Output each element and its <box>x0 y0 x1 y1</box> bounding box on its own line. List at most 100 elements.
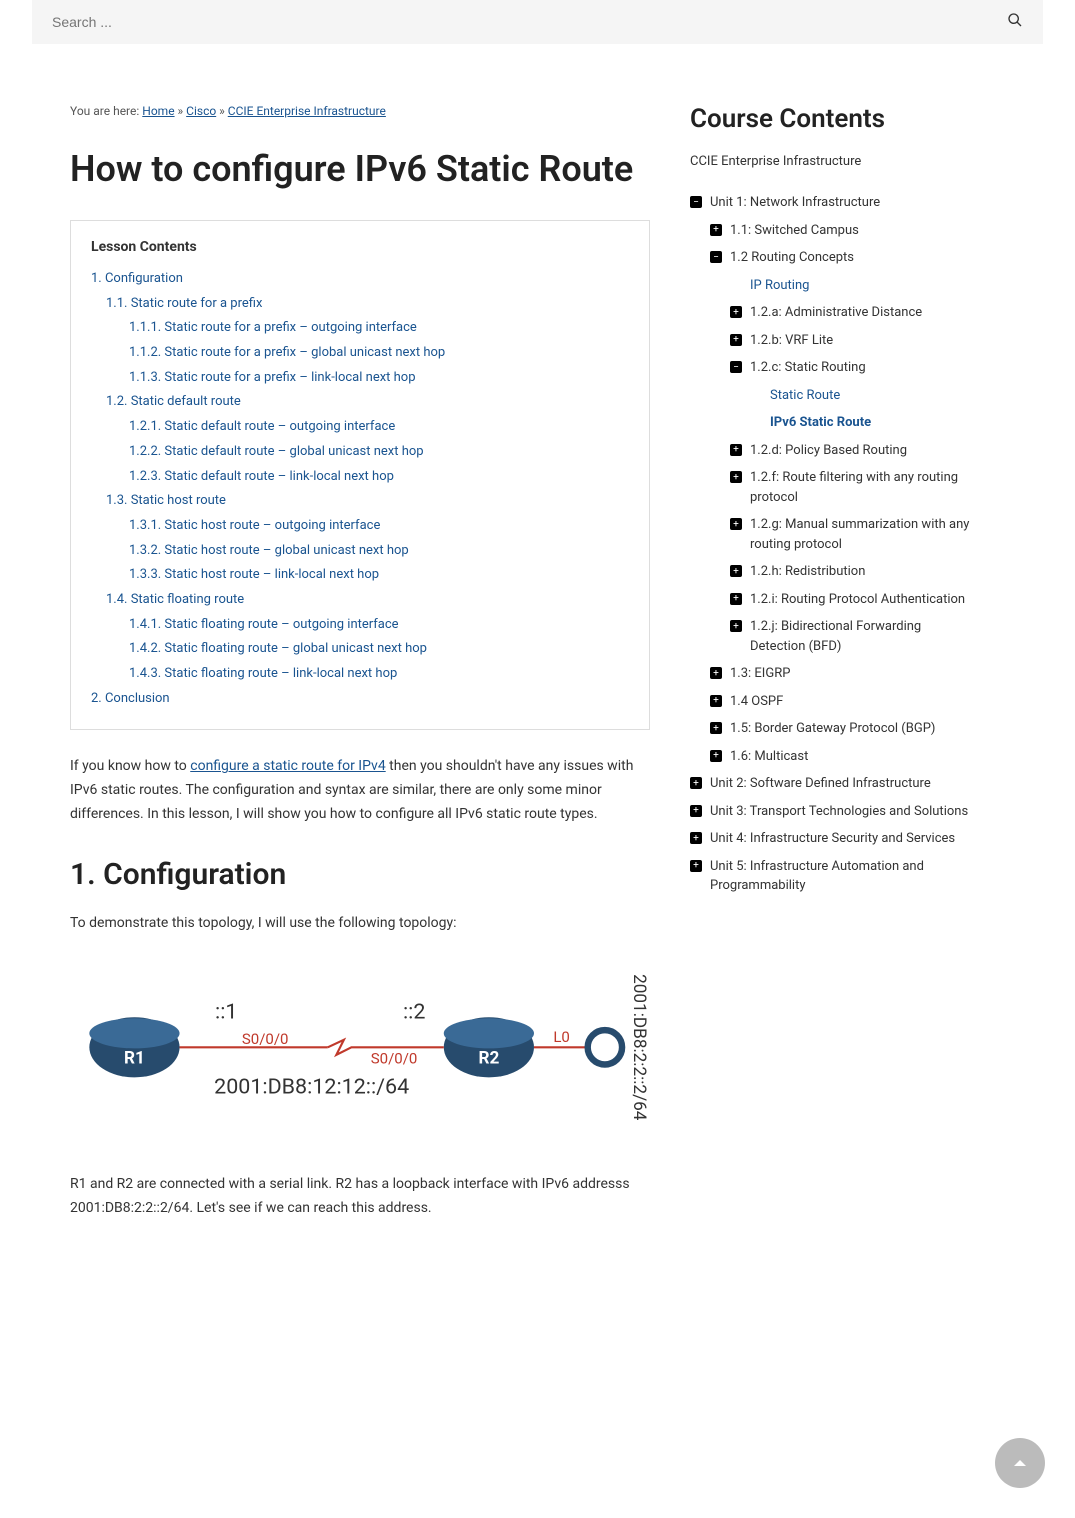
expand-icon[interactable]: + <box>710 224 722 236</box>
tree-label: 1.5: Border Gateway Protocol (BGP) <box>730 719 970 739</box>
toc-link[interactable]: 1.1.2. Static route for a prefix – globa… <box>91 341 629 366</box>
svg-text:::2: ::2 <box>403 999 425 1024</box>
tree-item[interactable]: +1.2.i: Routing Protocol Authentication <box>730 586 970 614</box>
tree-item[interactable]: −1.2.c: Static Routing <box>730 354 970 382</box>
toc-link[interactable]: 1.2.2. Static default route – global uni… <box>91 440 629 465</box>
svg-text:S0/0/0: S0/0/0 <box>371 1049 418 1067</box>
toc-link[interactable]: 1. Configuration <box>91 267 629 292</box>
search-input[interactable] <box>52 14 1007 30</box>
tree-item[interactable]: + Unit 4: Infrastructure Security and Ser… <box>690 825 970 853</box>
tree-label: Unit 4: Infrastructure Security and Serv… <box>710 829 970 849</box>
svg-text:::1: ::1 <box>215 999 237 1024</box>
course-title: Course Contents <box>690 104 970 134</box>
toc-link[interactable]: 1.1.1. Static route for a prefix – outgo… <box>91 316 629 341</box>
scroll-to-top-button[interactable] <box>995 1438 1045 1488</box>
topology-diagram: R1 R2 ::1 ::2 S0/0/0 S0/0/0 L0 2001:DB8:… <box>70 956 650 1153</box>
toc-link[interactable]: 1.3. Static host route <box>91 489 629 514</box>
expand-icon[interactable]: + <box>710 667 722 679</box>
tree-item[interactable]: −Unit 1: Network Infrastructure <box>690 189 970 217</box>
collapse-icon[interactable]: − <box>730 361 742 373</box>
toc-title: Lesson Contents <box>91 239 629 255</box>
collapse-icon[interactable]: − <box>690 196 702 208</box>
tree-item[interactable]: +1.2.g: Manual summarization with any ro… <box>730 511 970 558</box>
breadcrumb: You are here: Home » Cisco » CCIE Enterp… <box>70 104 650 118</box>
toc-link[interactable]: 1.2.3. Static default route – link-local… <box>91 465 629 490</box>
toc-link[interactable]: 1.1.3. Static route for a prefix – link-… <box>91 366 629 391</box>
tree-item[interactable]: +1.4 OSPF <box>710 688 970 716</box>
tree-item[interactable]: IPv6 Static Route <box>750 409 970 437</box>
toc-link[interactable]: 1.4.3. Static floating route – link-loca… <box>91 662 629 687</box>
tree-item[interactable]: +1.2.h: Redistribution <box>730 558 970 586</box>
expand-icon[interactable]: + <box>690 832 702 844</box>
tree-label: 1.2.f: Route filtering with any routing … <box>750 468 970 507</box>
tree-item[interactable]: +1.1: Switched Campus <box>710 217 970 245</box>
expand-icon[interactable]: + <box>730 334 742 346</box>
toc-link[interactable]: 1.4.2. Static floating route – global un… <box>91 637 629 662</box>
expand-icon[interactable]: + <box>730 620 742 632</box>
tree-item[interactable]: −1.2 Routing Concepts <box>710 244 970 272</box>
breadcrumb-cisco[interactable]: Cisco <box>186 104 216 118</box>
tree-label: 1.2.c: Static Routing <box>750 358 970 378</box>
tree-label: 1.1: Switched Campus <box>730 221 970 241</box>
svg-text:R1: R1 <box>124 1048 145 1068</box>
tree-label: 1.2.g: Manual summarization with any rou… <box>750 515 970 554</box>
tree-label: Static Route <box>770 386 970 406</box>
tree-label: 1.2.d: Policy Based Routing <box>750 441 970 461</box>
tree-item[interactable]: +1.2.f: Route filtering with any routing… <box>730 464 970 511</box>
expand-icon[interactable]: + <box>730 518 742 530</box>
tree-label: Unit 1: Network Infrastructure <box>710 193 970 213</box>
svg-text:S0/0/0: S0/0/0 <box>242 1030 289 1048</box>
expand-icon[interactable]: + <box>690 777 702 789</box>
toc-link[interactable]: 1.4.1. Static floating route – outgoing … <box>91 613 629 638</box>
toc-link[interactable]: 1.2. Static default route <box>91 390 629 415</box>
expand-icon[interactable]: + <box>730 471 742 483</box>
breadcrumb-home[interactable]: Home <box>142 104 174 118</box>
tree-label: 1.2 Routing Concepts <box>730 248 970 268</box>
breadcrumb-course[interactable]: CCIE Enterprise Infrastructure <box>228 104 386 118</box>
search-icon[interactable] <box>1007 12 1023 32</box>
tree-item[interactable]: +1.2.d: Policy Based Routing <box>730 437 970 465</box>
tree-label: 1.4 OSPF <box>730 692 970 712</box>
tree-item[interactable]: +Unit 2: Software Defined Infrastructure <box>690 770 970 798</box>
expand-icon[interactable]: + <box>710 695 722 707</box>
tree-item[interactable]: +1.2.a: Administrative Distance <box>730 299 970 327</box>
tree-item[interactable]: +1.3: EIGRP <box>710 660 970 688</box>
toc-link[interactable]: 1.1. Static route for a prefix <box>91 292 629 317</box>
section-configuration: 1. Configuration <box>70 857 650 892</box>
tree-item[interactable]: +Unit 5: Infrastructure Automation and P… <box>690 853 970 900</box>
expand-icon[interactable]: + <box>710 750 722 762</box>
tree-item[interactable]: +1.2.j: Bidirectional Forwarding Detecti… <box>730 613 970 660</box>
expand-icon[interactable]: + <box>730 444 742 456</box>
section-intro: To demonstrate this topology, I will use… <box>70 912 650 936</box>
intro-paragraph: If you know how to configure a static ro… <box>70 755 650 826</box>
toc-link[interactable]: 1.2.1. Static default route – outgoing i… <box>91 415 629 440</box>
ipv4-static-link[interactable]: configure a static route for IPv4 <box>190 758 385 774</box>
expand-icon[interactable]: + <box>690 805 702 817</box>
search-bar <box>32 0 1043 44</box>
tree-item[interactable]: IP Routing <box>730 272 970 300</box>
expand-icon[interactable]: + <box>730 565 742 577</box>
svg-text:L0: L0 <box>553 1027 570 1045</box>
toc-link[interactable]: 2. Conclusion <box>91 687 629 712</box>
svg-text:2001:DB8:2:2::2/64: 2001:DB8:2:2::2/64 <box>629 974 649 1121</box>
tree-item[interactable]: +Unit 3: Transport Technologies and Solu… <box>690 798 970 826</box>
tree-item[interactable]: Static Route <box>750 382 970 410</box>
tree-item[interactable]: +1.2.b: VRF Lite <box>730 327 970 355</box>
tree-item[interactable]: +1.5: Border Gateway Protocol (BGP) <box>710 715 970 743</box>
tree-item[interactable]: +1.6: Multicast <box>710 743 970 771</box>
expand-icon[interactable]: + <box>730 306 742 318</box>
tree-label: 1.2.h: Redistribution <box>750 562 970 582</box>
expand-icon[interactable]: + <box>730 593 742 605</box>
toc-link[interactable]: 1.3.3. Static host route – link-local ne… <box>91 563 629 588</box>
section-after: R1 and R2 are connected with a serial li… <box>70 1173 650 1221</box>
tree-label: 1.2.a: Administrative Distance <box>750 303 970 323</box>
toc-link[interactable]: 1.3.2. Static host route – global unicas… <box>91 539 629 564</box>
course-subtitle: CCIE Enterprise Infrastructure <box>690 154 970 169</box>
toc-link[interactable]: 1.3.1. Static host route – outgoing inte… <box>91 514 629 539</box>
collapse-icon[interactable]: − <box>710 251 722 263</box>
expand-icon[interactable]: + <box>690 860 702 872</box>
expand-icon[interactable]: + <box>710 722 722 734</box>
svg-text:R2: R2 <box>478 1048 499 1068</box>
toc-link[interactable]: 1.4. Static floating route <box>91 588 629 613</box>
tree-label: IPv6 Static Route <box>770 413 970 433</box>
